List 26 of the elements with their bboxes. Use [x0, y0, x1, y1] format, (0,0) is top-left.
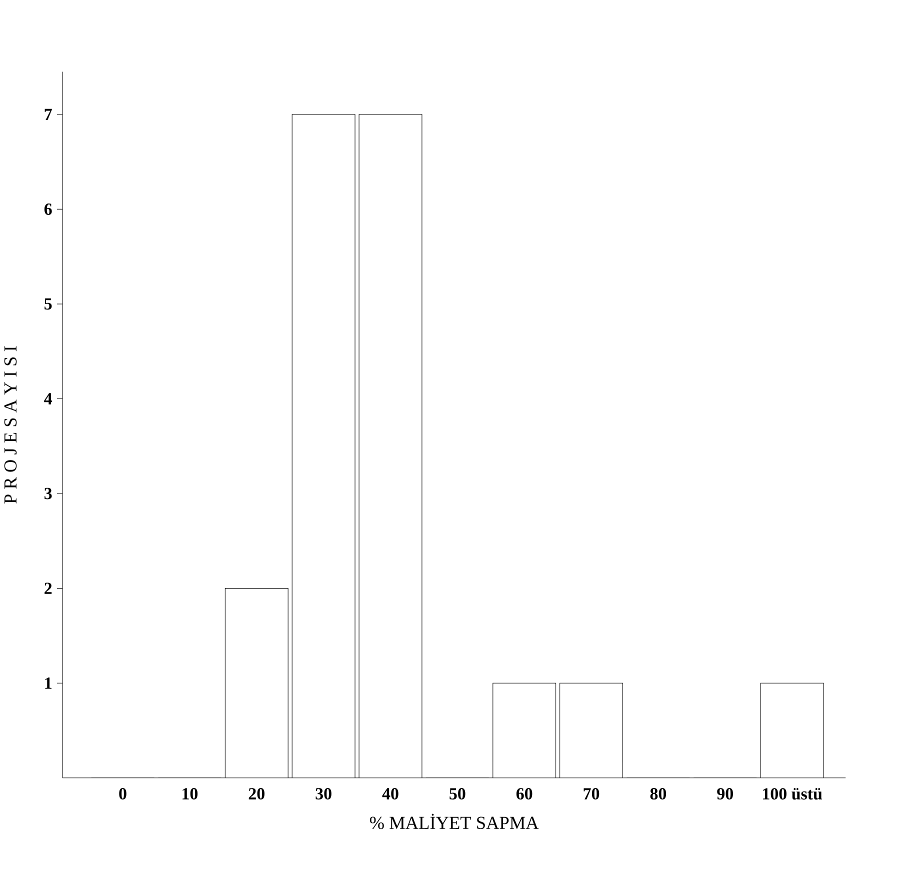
y-tick-label: 5 [44, 298, 52, 310]
y-axis-title: P R O J E S A Y I S I [4, 346, 17, 504]
y-tick-label: 1 [45, 678, 52, 689]
y-tick-label: 2 [44, 582, 52, 594]
x-tick-label: 50 [450, 788, 466, 800]
bar [560, 682, 624, 778]
y-tick-label: 7 [44, 109, 52, 120]
x-tick-label: 20 [248, 788, 264, 800]
x-tick-label: 70 [584, 788, 600, 800]
y-tick-label: 6 [44, 204, 52, 216]
y-tick-label: 4 [44, 393, 52, 404]
bar [224, 588, 288, 778]
x-tick-label: 10 [182, 788, 198, 800]
bar [358, 114, 422, 778]
x-tick-label: 80 [650, 788, 666, 800]
x-tick-label: 100 üstü [763, 788, 822, 800]
x-tick-label: 60 [516, 788, 532, 800]
bar [760, 682, 824, 778]
x-tick-label: 90 [717, 788, 733, 800]
x-tick-label: 0 [119, 788, 126, 800]
x-tick-label: 30 [316, 788, 332, 800]
bar [492, 682, 556, 778]
bar [292, 114, 356, 778]
x-axis-title: % MALİYET SAPMA [370, 814, 539, 830]
x-tick-label: 40 [382, 788, 398, 800]
y-tick-label: 3 [44, 488, 52, 500]
